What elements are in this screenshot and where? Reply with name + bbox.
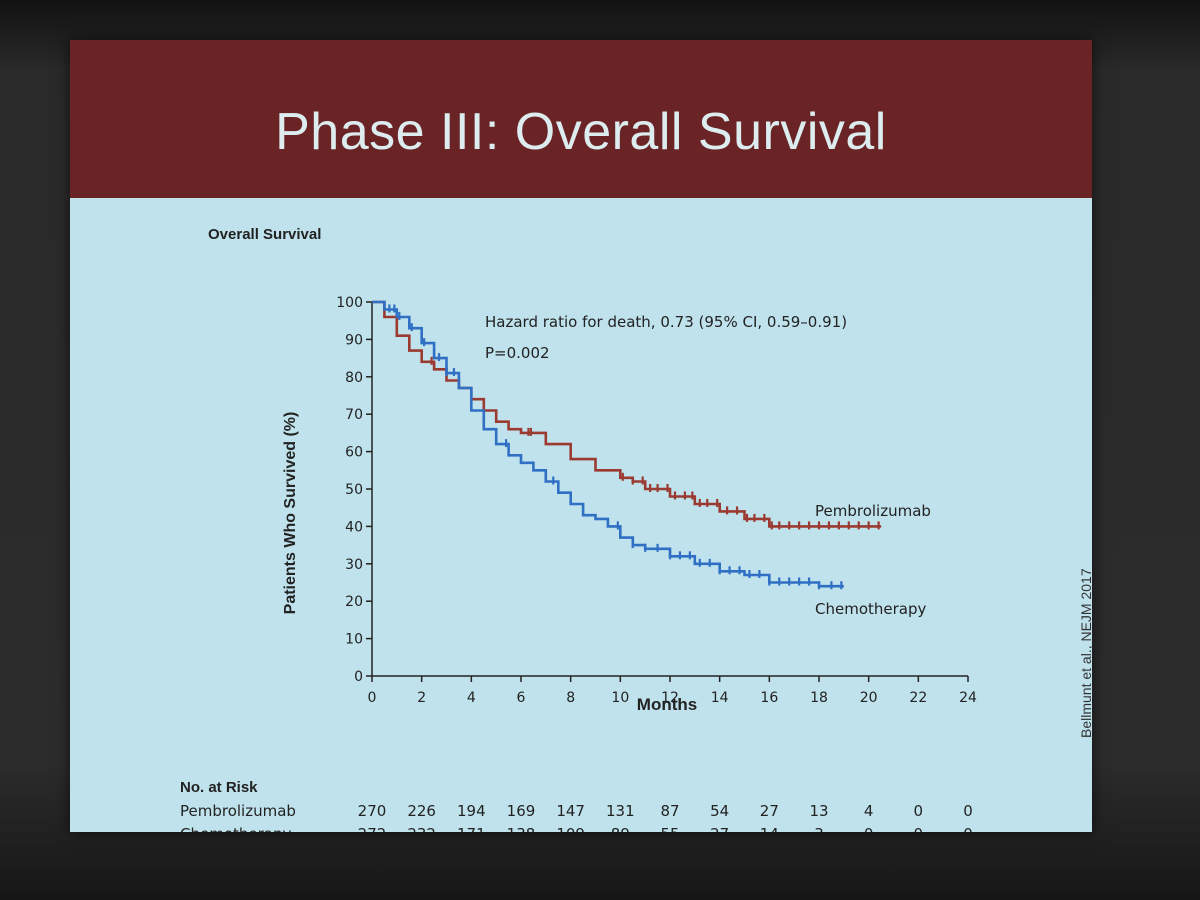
y-tick-label: 20 bbox=[345, 594, 363, 610]
at-risk-heading: No. at Risk bbox=[180, 779, 258, 796]
at-risk-value: 13 bbox=[809, 802, 828, 820]
x-tick-label: 4 bbox=[467, 690, 476, 706]
x-tick-label: 16 bbox=[760, 690, 778, 706]
slide: Phase III: Overall Survival Overall Surv… bbox=[70, 40, 1094, 832]
at-risk-value: 232 bbox=[407, 825, 436, 832]
at-risk-value: 27 bbox=[760, 802, 779, 820]
x-tick-label: 6 bbox=[517, 690, 526, 706]
x-tick-label: 18 bbox=[810, 690, 828, 706]
chart-panel: Overall Survival Patients Who Survived (… bbox=[70, 198, 1094, 832]
at-risk-value: 0 bbox=[963, 825, 973, 832]
at-risk-value: 3 bbox=[814, 825, 824, 832]
at-risk-value: 226 bbox=[407, 802, 436, 820]
x-tick-label: 10 bbox=[611, 690, 629, 706]
x-tick-label: 22 bbox=[909, 690, 927, 706]
x-tick-label: 12 bbox=[661, 690, 679, 706]
at-risk-value: 272 bbox=[358, 825, 387, 832]
x-tick-label: 20 bbox=[860, 690, 878, 706]
x-tick-label: 8 bbox=[566, 690, 575, 706]
at-risk-value: 14 bbox=[760, 825, 779, 832]
y-tick-label: 50 bbox=[345, 482, 363, 498]
y-tick-label: 80 bbox=[345, 370, 363, 386]
at-risk-value: 147 bbox=[556, 802, 585, 820]
at-risk-value: 54 bbox=[710, 802, 729, 820]
series-line-pembrolizumab bbox=[372, 300, 882, 528]
at-risk-value: 0 bbox=[914, 825, 924, 832]
at-risk-value: 89 bbox=[611, 825, 630, 832]
series-label-chemotherapy: Chemotherapy bbox=[815, 600, 926, 618]
at-risk-value: 0 bbox=[914, 802, 924, 820]
at-risk-value: 270 bbox=[358, 802, 387, 820]
at-risk-value: 131 bbox=[606, 802, 635, 820]
x-tick-label: 24 bbox=[959, 690, 977, 706]
y-tick-label: 60 bbox=[345, 445, 363, 461]
at-risk-value: 0 bbox=[963, 802, 973, 820]
y-tick-label: 100 bbox=[336, 295, 363, 311]
at-risk-value: 4 bbox=[864, 802, 874, 820]
y-tick-label: 10 bbox=[345, 632, 363, 648]
slide-title: Phase III: Overall Survival bbox=[275, 103, 887, 161]
survival-chart: Overall Survival Patients Who Survived (… bbox=[180, 226, 977, 832]
at-risk-value: 55 bbox=[660, 825, 679, 832]
y-tick-label: 90 bbox=[345, 332, 363, 348]
y-tick-label: 70 bbox=[345, 407, 363, 423]
chart-title: Overall Survival bbox=[208, 226, 321, 243]
series-label-pembrolizumab: Pembrolizumab bbox=[815, 502, 931, 520]
at-risk-value: 171 bbox=[457, 825, 486, 832]
x-tick-label: 2 bbox=[417, 690, 426, 706]
x-tick-label: 0 bbox=[368, 690, 377, 706]
at-risk-value: 109 bbox=[556, 825, 585, 832]
at-risk-value: 194 bbox=[457, 802, 486, 820]
y-tick-label: 40 bbox=[345, 519, 363, 535]
citation: Bellmunt et al., NEJM 2017 bbox=[1078, 568, 1094, 738]
at-risk-value: 169 bbox=[507, 802, 536, 820]
y-tick-label: 0 bbox=[354, 669, 363, 685]
at-risk-value: 138 bbox=[507, 825, 536, 832]
at-risk-value: 27 bbox=[710, 825, 729, 832]
at-risk-value: 0 bbox=[864, 825, 874, 832]
at-risk-value: 87 bbox=[660, 802, 679, 820]
p-value-text: P=0.002 bbox=[485, 344, 550, 362]
x-tick-label: 14 bbox=[711, 690, 729, 706]
at-risk-row-label: Chemotherapy bbox=[180, 825, 291, 832]
hazard-ratio-text: Hazard ratio for death, 0.73 (95% CI, 0.… bbox=[485, 313, 847, 331]
y-axis-label: Patients Who Survived (%) bbox=[282, 412, 299, 615]
y-tick-label: 30 bbox=[345, 557, 363, 573]
x-axis-label: Months bbox=[637, 695, 697, 714]
series-line-chemotherapy bbox=[372, 300, 844, 588]
at-risk-row-label: Pembrolizumab bbox=[180, 802, 296, 820]
title-bar: Phase III: Overall Survival bbox=[70, 40, 1092, 198]
